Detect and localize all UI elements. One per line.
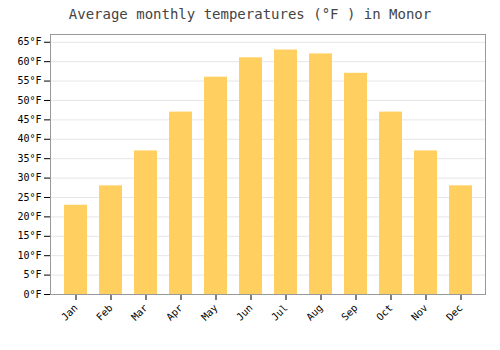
svg-text:35°F: 35°F [17,153,41,164]
svg-text:60°F: 60°F [17,56,41,67]
svg-text:Sep: Sep [339,302,360,323]
svg-text:5°F: 5°F [23,269,41,280]
svg-text:20°F: 20°F [17,211,41,222]
svg-text:50°F: 50°F [17,95,41,106]
svg-text:Dec: Dec [444,302,465,323]
svg-text:Jun: Jun [234,302,255,323]
svg-text:55°F: 55°F [17,75,41,86]
svg-text:15°F: 15°F [17,230,41,241]
svg-text:25°F: 25°F [17,192,41,203]
svg-text:Feb: Feb [94,302,115,323]
svg-text:Jan: Jan [59,302,80,323]
svg-text:Oct: Oct [374,302,395,323]
svg-text:Nov: Nov [409,302,430,323]
svg-text:Aug: Aug [304,302,325,323]
svg-text:10°F: 10°F [17,250,41,261]
svg-text:May: May [199,302,220,323]
svg-text:0°F: 0°F [23,289,41,300]
svg-text:Mar: Mar [129,302,150,323]
svg-text:65°F: 65°F [17,36,41,47]
svg-text:Apr: Apr [164,302,185,323]
svg-text:45°F: 45°F [17,114,41,125]
svg-text:Jul: Jul [269,302,290,323]
svg-text:40°F: 40°F [17,133,41,144]
svg-text:30°F: 30°F [17,172,41,183]
html-text:Average monthly temperatures (: Average monthly temperatures (°F ) in Mo… [68,6,432,22]
